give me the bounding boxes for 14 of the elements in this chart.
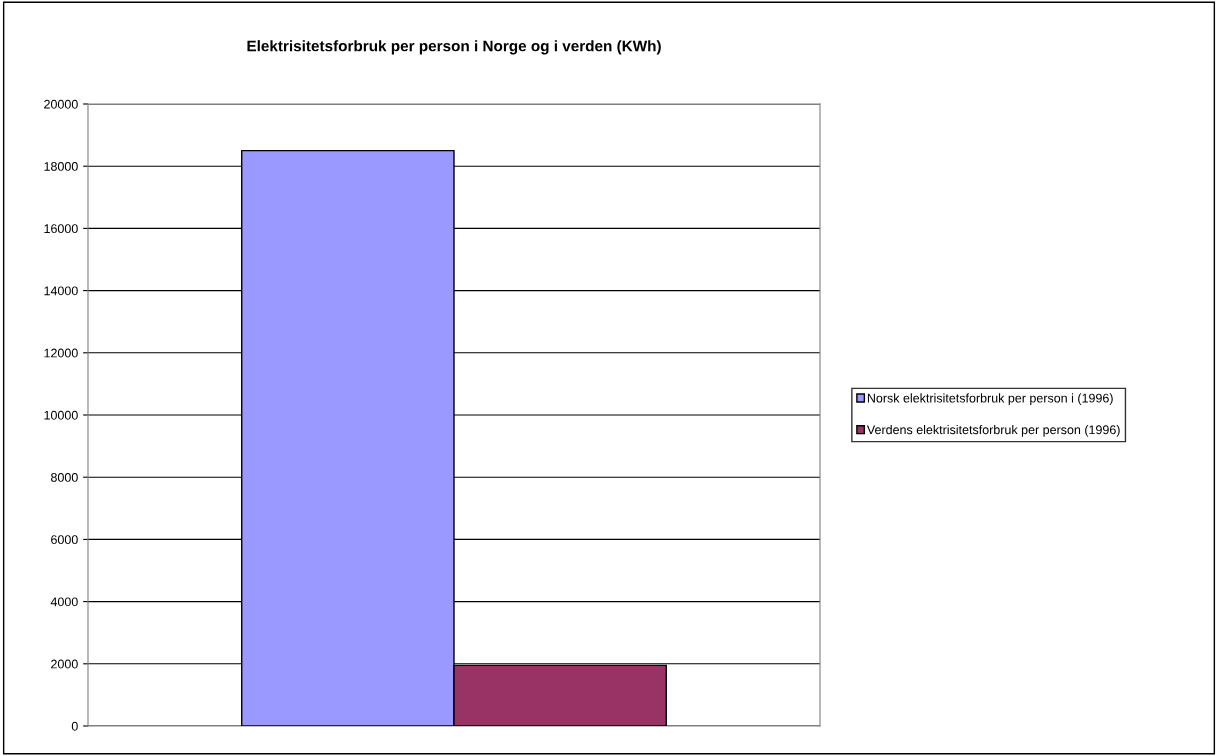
y-tick-label: 0 <box>71 721 78 731</box>
y-tick-label: 4000 <box>50 597 78 607</box>
y-tick-label: 6000 <box>51 535 78 545</box>
y-tick-label: 10000 <box>44 410 78 420</box>
chart-title: Elektrisitetsforbruk per person i Norge og i verden (KWh) <box>247 40 661 55</box>
legend-label: Verdens elektrisitetsforbruk per person (1996) <box>866 425 1120 437</box>
y-tick-label: 8000 <box>51 473 78 482</box>
y-tick-label: 20000 <box>44 99 78 109</box>
legend-label: Norsk elektrisitetsforbruk per person i (1996) <box>867 393 1113 405</box>
y-tick-label: 12000 <box>44 348 78 358</box>
y-tick-label: 14000 <box>44 286 78 296</box>
y-tick-label: 16000 <box>44 224 78 234</box>
y-tick-label: 18000 <box>44 162 78 171</box>
y-tick-label: 2000 <box>51 659 78 669</box>
